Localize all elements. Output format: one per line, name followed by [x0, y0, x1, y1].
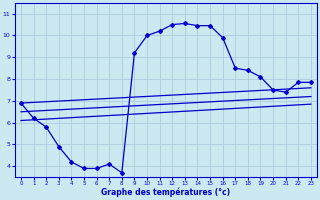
X-axis label: Graphe des températures (°c): Graphe des températures (°c)	[101, 188, 230, 197]
